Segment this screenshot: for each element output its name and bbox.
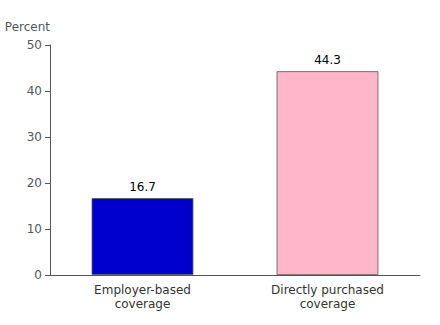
svg-text:30: 30: [27, 130, 42, 144]
svg-text:16.7: 16.7: [129, 180, 156, 194]
svg-text:Directly purchased: Directly purchased: [271, 283, 384, 297]
svg-text:Employer-based: Employer-based: [94, 283, 191, 297]
svg-text:0: 0: [34, 268, 42, 282]
svg-text:coverage: coverage: [300, 297, 356, 311]
svg-text:10: 10: [27, 222, 42, 236]
svg-text:coverage: coverage: [115, 297, 171, 311]
svg-text:40: 40: [27, 84, 42, 98]
svg-text:20: 20: [27, 176, 42, 190]
svg-text:50: 50: [27, 38, 42, 52]
svg-text:Percent: Percent: [5, 20, 50, 34]
svg-text:44.3: 44.3: [314, 53, 341, 67]
